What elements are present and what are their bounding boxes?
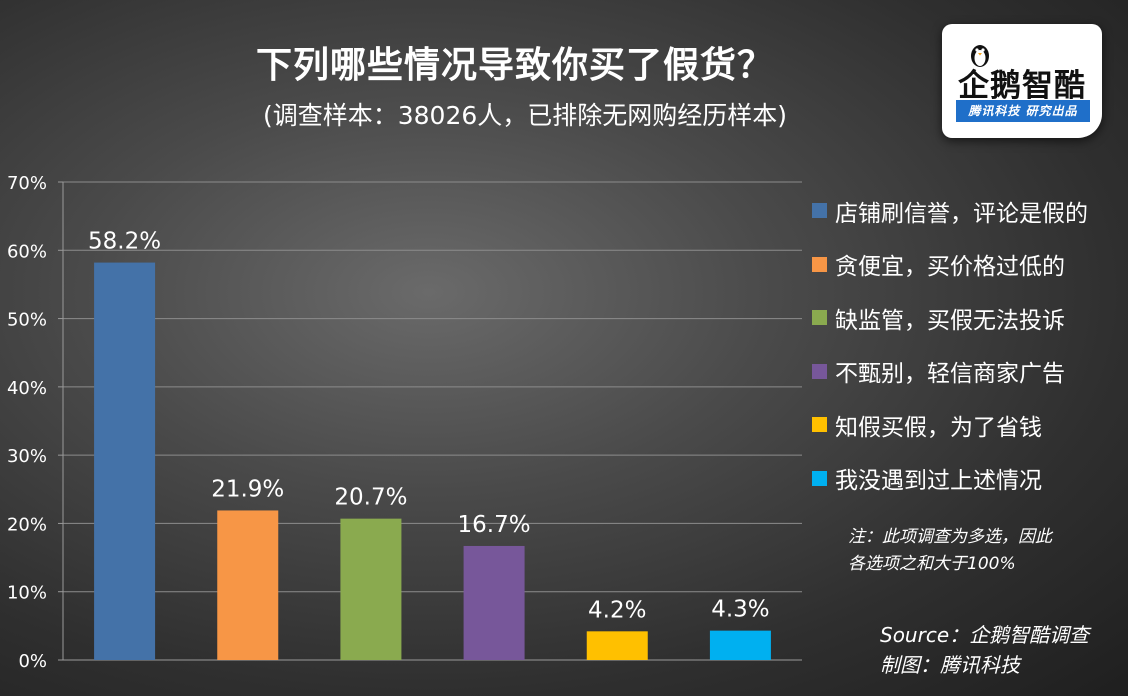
- logo-name: 企鹅智酷: [958, 68, 1086, 104]
- note-line: 注：此项调查为多选，因此: [848, 527, 1052, 547]
- y-tick-label: 30%: [7, 446, 47, 467]
- legend-swatch: [812, 417, 827, 433]
- legend-item: 知假买假，为了省钱: [812, 398, 1122, 452]
- data-label: 16.7%: [458, 512, 531, 538]
- chart-legend: 店铺刷信誉，评论是假的 贪便宜，买价格过低的 缺监管，买假无法投诉 不甄别，轻信…: [812, 184, 1122, 505]
- brand-logo: 企鹅智酷 腾讯科技 研究出品: [942, 24, 1102, 138]
- y-tick-label: 70%: [7, 173, 47, 194]
- penguin-icon: [971, 45, 989, 67]
- source-credit: Source：企鹅智酷调查 制图：腾讯科技: [880, 620, 1125, 680]
- bar: [217, 510, 279, 660]
- legend-label: 店铺刷信誉，评论是假的: [835, 200, 1088, 227]
- data-label: 20.7%: [334, 485, 407, 511]
- credit-line: 制图：腾讯科技: [880, 653, 1020, 677]
- bar: [586, 631, 648, 660]
- data-label: 4.3%: [711, 597, 769, 623]
- y-tick-label: 10%: [7, 583, 47, 604]
- y-tick-label: 40%: [7, 378, 47, 399]
- note-line: 各选项之和大于100%: [848, 554, 1016, 574]
- legend-label: 贪便宜，买价格过低的: [835, 254, 1065, 281]
- bar: [463, 545, 525, 660]
- legend-item: 店铺刷信誉，评论是假的: [812, 184, 1122, 238]
- chart-subtitle: (调查样本：38026人，已排除无网购经历样本): [262, 101, 788, 130]
- y-tick-label: 60%: [7, 241, 47, 262]
- bar: [94, 262, 156, 660]
- legend-swatch: [812, 470, 827, 486]
- legend-label: 缺监管，买假无法投诉: [835, 307, 1065, 334]
- legend-swatch: [812, 203, 827, 219]
- data-label: 4.2%: [588, 597, 646, 623]
- legend-label: 不甄别，轻信商家广告: [835, 361, 1065, 388]
- legend-item: 我没遇到过上述情况: [812, 452, 1122, 506]
- y-tick-label: 20%: [7, 514, 47, 535]
- legend-swatch: [812, 256, 827, 272]
- y-tick-label: 50%: [7, 310, 47, 331]
- bar: [709, 630, 771, 660]
- legend-swatch: [812, 310, 827, 326]
- bar: [340, 518, 402, 660]
- data-label: 21.9%: [211, 476, 284, 502]
- legend-label: 知假买假，为了省钱: [835, 414, 1042, 441]
- legend-item: 缺监管，买假无法投诉: [812, 291, 1122, 345]
- legend-item: 贪便宜，买价格过低的: [812, 238, 1122, 292]
- data-label: 58.2%: [88, 229, 161, 255]
- chart-title: 下列哪些情况导致你买了假货？: [255, 45, 774, 86]
- y-tick-label: 0%: [18, 651, 47, 672]
- logo-tagline: 腾讯科技 研究出品: [956, 100, 1090, 122]
- survey-note: 注：此项调查为多选，因此 各选项之和大于100%: [848, 524, 1118, 578]
- legend-swatch: [812, 363, 827, 379]
- legend-item: 不甄别，轻信商家广告: [812, 345, 1122, 399]
- source-line: Source：企鹅智酷调查: [880, 623, 1090, 647]
- legend-label: 我没遇到过上述情况: [835, 468, 1042, 495]
